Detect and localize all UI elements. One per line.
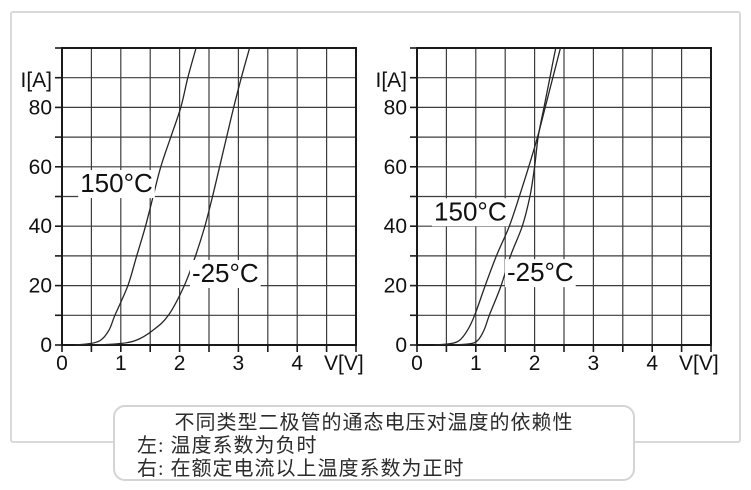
x-tick-label: 2 bbox=[174, 352, 186, 375]
x-axis-label: V[V] bbox=[324, 352, 364, 375]
caption-box: 不同类型二极管的通态电压对温度的依赖性 左: 温度系数为负时 右: 在额定电流以… bbox=[113, 405, 635, 481]
series-label-150c: 150°C bbox=[434, 196, 507, 226]
x-tick-label: 4 bbox=[646, 352, 658, 375]
curve-150c bbox=[434, 48, 562, 346]
x-tick-label: 0 bbox=[411, 352, 423, 375]
series-label-backing bbox=[78, 170, 155, 199]
series-label-backing bbox=[189, 260, 261, 289]
series-label-minus25c: -25°C bbox=[192, 258, 259, 288]
caption-right-note: 右: 在额定电流以上温度系数为正时 bbox=[137, 458, 465, 480]
x-tick-label: 4 bbox=[291, 352, 303, 375]
series-label-backing bbox=[432, 198, 509, 227]
caption-left-note: 左: 温度系数为负时 bbox=[137, 435, 318, 457]
x-tick-label: 0 bbox=[56, 352, 68, 375]
y-tick-label: 20 bbox=[29, 275, 52, 298]
x-tick-label: 1 bbox=[115, 352, 127, 375]
series-label-minus25c: -25°C bbox=[507, 257, 574, 287]
y-tick-label: 20 bbox=[384, 275, 407, 298]
y-tick-label: 0 bbox=[395, 334, 407, 357]
y-tick-label: 80 bbox=[384, 96, 407, 119]
plot-border bbox=[416, 47, 712, 346]
x-tick-label: 3 bbox=[233, 352, 245, 375]
caption-title: 不同类型二极管的通态电压对温度的依赖性 bbox=[174, 412, 574, 434]
x-tick-label: 1 bbox=[470, 352, 482, 375]
y-axis-label: I[A] bbox=[375, 69, 407, 92]
y-tick-label: 40 bbox=[384, 215, 407, 238]
curve-150c bbox=[74, 48, 197, 346]
y-tick-label: 40 bbox=[29, 215, 52, 238]
y-tick-label: 0 bbox=[40, 334, 52, 357]
x-axis-label: V[V] bbox=[679, 352, 719, 375]
x-tick-label: 3 bbox=[588, 352, 600, 375]
plot-border bbox=[61, 47, 357, 346]
series-label-150c: 150°C bbox=[80, 168, 153, 198]
curve-minus25c bbox=[453, 48, 557, 346]
y-tick-label: 60 bbox=[384, 156, 407, 179]
series-label-backing bbox=[504, 259, 576, 288]
y-tick-label: 60 bbox=[29, 156, 52, 179]
y-axis-label: I[A] bbox=[20, 69, 52, 92]
curve-minus25c bbox=[97, 48, 251, 346]
y-tick-label: 80 bbox=[29, 96, 52, 119]
x-tick-label: 2 bbox=[529, 352, 541, 375]
